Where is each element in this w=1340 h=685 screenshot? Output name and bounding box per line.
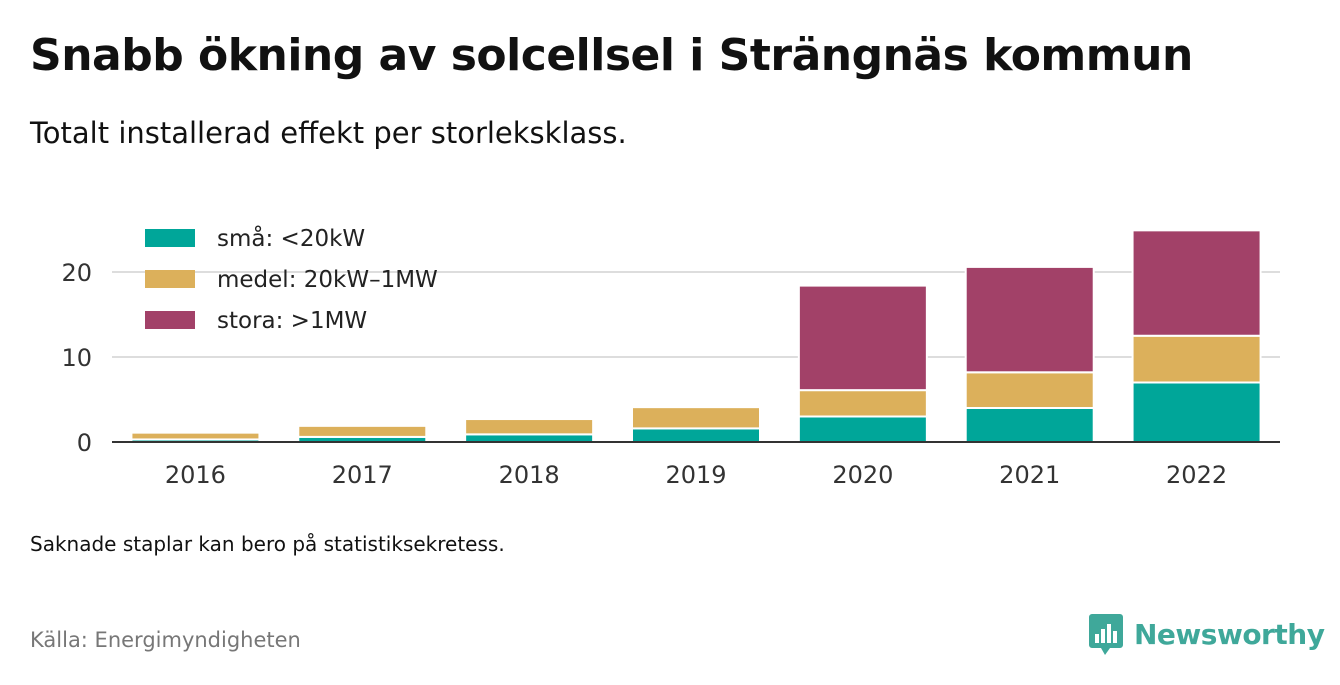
bar-segment <box>964 371 1095 409</box>
x-tick-label: 2021 <box>999 461 1060 489</box>
x-tick-label: 2017 <box>332 461 393 489</box>
x-tick-label: 2022 <box>1166 461 1227 489</box>
bar-segment <box>797 284 928 392</box>
legend-label: medel: 20kW–1MW <box>217 267 438 293</box>
bar-segment <box>631 427 761 443</box>
newsworthy-logo: Newsworthy <box>1088 612 1325 656</box>
bar-segment <box>964 265 1095 374</box>
bar-segment <box>797 389 928 418</box>
x-tick-label: 2018 <box>499 461 560 489</box>
brand-name: Newsworthy <box>1134 617 1325 651</box>
legend-swatch <box>145 270 195 288</box>
bar-segment <box>631 406 761 430</box>
bar-segment <box>297 424 428 438</box>
legend-label: små: <20kW <box>217 224 365 252</box>
source-credit: Källa: Energimyndigheten <box>30 628 301 652</box>
y-tick-label: 10 <box>61 344 92 372</box>
legend-swatch <box>145 229 195 247</box>
bar-segment <box>1131 229 1262 337</box>
bar-segment <box>964 407 1095 443</box>
legend-label: stora: >1MW <box>217 308 367 334</box>
bar-segment <box>130 431 261 441</box>
bar-segment <box>464 418 595 436</box>
bar-segment <box>1131 381 1262 443</box>
chart-title: Snabb ökning av solcellsel i Strängnäs k… <box>30 30 1193 81</box>
y-tick-label: 20 <box>61 259 92 287</box>
x-tick-label: 2016 <box>165 461 226 489</box>
footnote: Saknade staplar kan bero på statistiksek… <box>30 532 505 556</box>
x-tick-label: 2020 <box>832 461 893 489</box>
bar-segment <box>797 415 928 443</box>
bar-segment <box>464 433 595 444</box>
y-tick-label: 0 <box>77 429 92 457</box>
chart-bubble-icon <box>1089 614 1123 655</box>
chart-subtitle: Totalt installerad effekt per storlekskl… <box>30 116 627 150</box>
legend-swatch <box>145 311 195 329</box>
stacked-bar-chart: 0 10 20 2016 2017 2018 2019 2020 2021 2022 små: <2… <box>61 224 1280 489</box>
bar-segment <box>1131 334 1262 384</box>
x-tick-label: 2019 <box>665 461 726 489</box>
